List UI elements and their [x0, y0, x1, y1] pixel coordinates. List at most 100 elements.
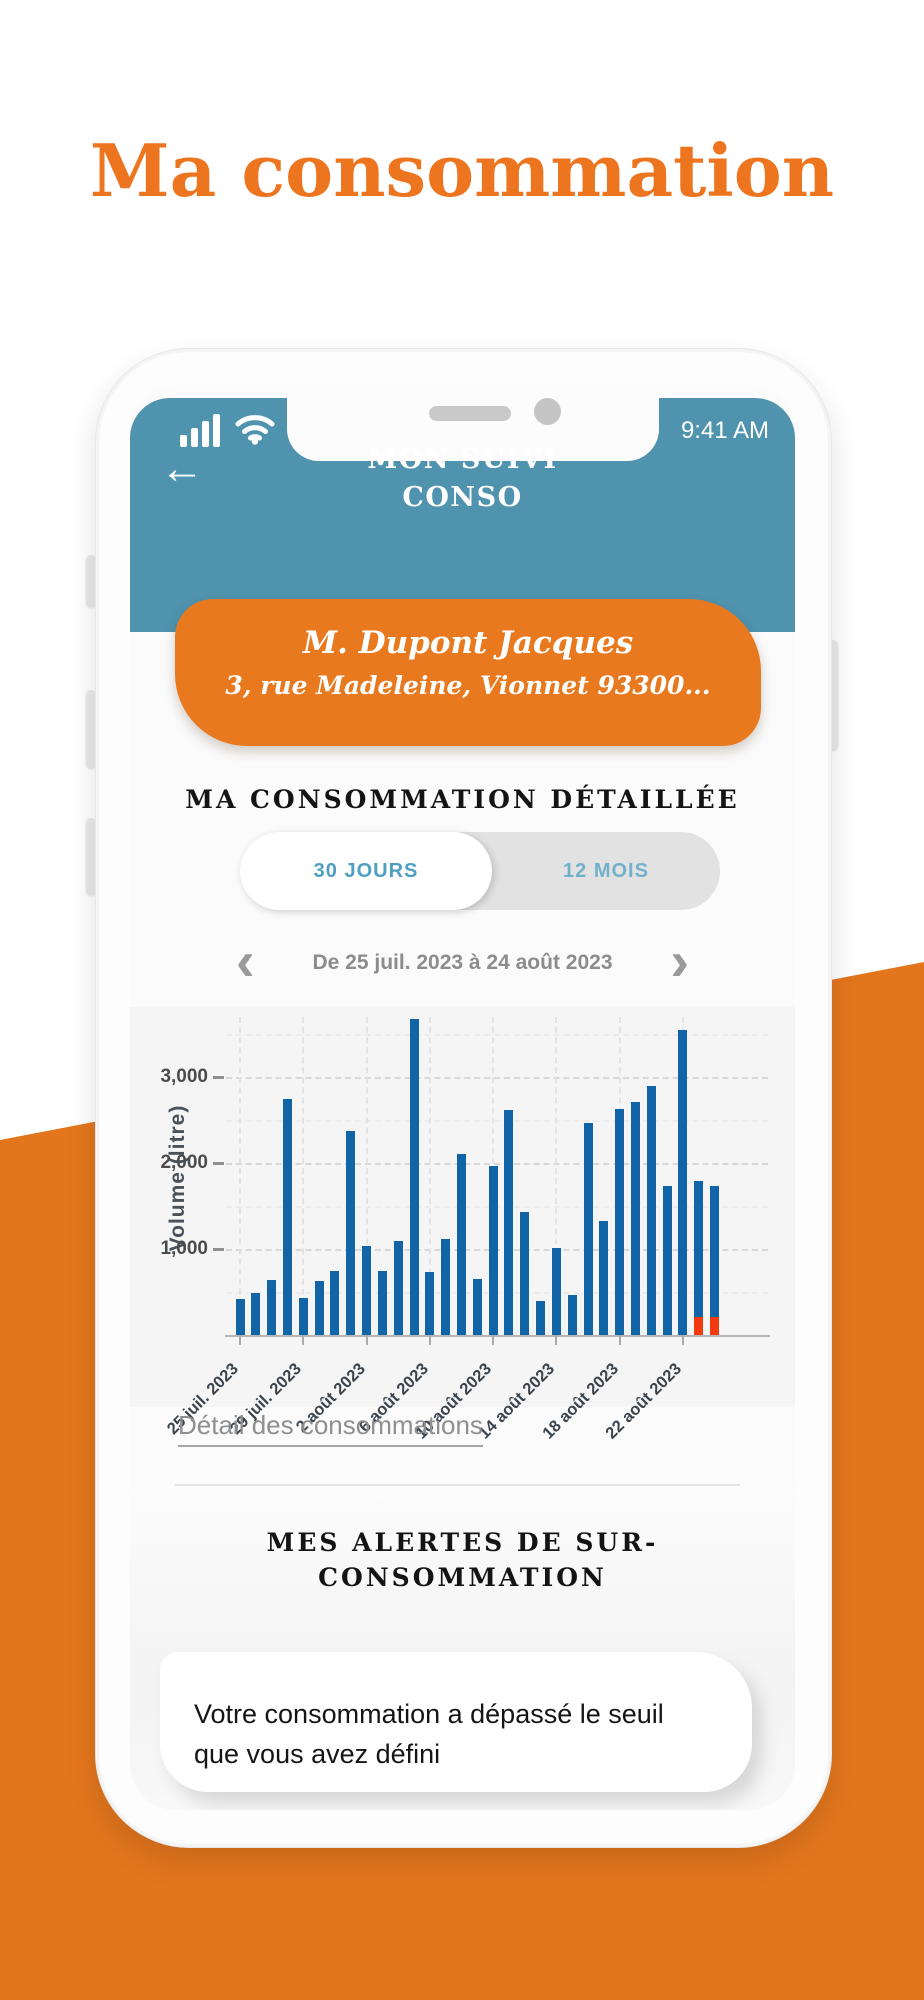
consumption-bar[interactable] — [599, 1220, 609, 1335]
consumption-bar[interactable] — [710, 1186, 720, 1335]
consumption-detail-link[interactable]: Détail des consommations — [178, 1410, 483, 1447]
consumption-bar[interactable] — [456, 1153, 466, 1335]
x-axis-line — [225, 1335, 770, 1337]
consumption-bar[interactable] — [298, 1298, 308, 1335]
screen-title: MON SUIVI CONSO — [130, 441, 795, 517]
previous-period-button[interactable]: ‹ — [236, 929, 255, 992]
consumption-bar[interactable] — [551, 1248, 561, 1335]
bar-normal-segment — [678, 1029, 688, 1335]
consumption-bar[interactable] — [425, 1272, 435, 1335]
consumption-bar[interactable] — [282, 1098, 292, 1335]
consumption-bar[interactable] — [678, 1029, 688, 1335]
bar-normal-segment — [441, 1238, 451, 1335]
bar-normal-segment — [599, 1220, 609, 1335]
bar-normal-segment — [346, 1131, 356, 1335]
bar-normal-segment — [631, 1101, 640, 1335]
phone-notch — [287, 385, 659, 461]
volume-up-button — [86, 690, 96, 768]
bar-normal-segment — [488, 1166, 498, 1335]
bar-normal-segment — [504, 1109, 514, 1335]
vertical-gridline — [555, 1017, 558, 1335]
volume-down-button — [86, 818, 96, 895]
consumption-bar[interactable] — [662, 1186, 672, 1335]
minor-gridline — [226, 1034, 768, 1036]
bar-normal-segment — [472, 1279, 482, 1335]
consumption-bar[interactable] — [409, 1019, 419, 1335]
consumption-bar[interactable] — [330, 1271, 340, 1335]
phone-screen: 9:41 AM ← MON SUIVI CONSO M. Dupont Jacq… — [130, 385, 795, 1810]
bar-normal-segment — [646, 1086, 656, 1335]
bar-normal-segment — [662, 1186, 672, 1335]
x-tick-mark — [239, 1335, 241, 1345]
consumption-bar[interactable] — [346, 1131, 356, 1335]
bar-normal-segment — [551, 1248, 561, 1335]
back-button[interactable]: ← — [160, 444, 204, 493]
bar-normal-segment — [377, 1271, 387, 1335]
consumption-bar[interactable] — [631, 1101, 640, 1335]
screen-title-line1: MON SUIVI — [367, 444, 558, 475]
consumption-bar[interactable] — [536, 1301, 546, 1335]
bar-normal-segment — [330, 1271, 340, 1335]
consumption-bar[interactable] — [646, 1086, 656, 1335]
bar-normal-segment — [520, 1212, 530, 1335]
wifi-icon — [235, 415, 275, 445]
consumption-bar[interactable] — [362, 1246, 372, 1335]
bar-normal-segment — [314, 1280, 324, 1335]
vertical-gridline — [428, 1017, 431, 1335]
section-divider — [175, 1484, 740, 1486]
alerts-heading-line2: CONSOMMATION — [318, 1563, 607, 1592]
vertical-gridline — [365, 1017, 368, 1335]
consumption-bar[interactable] — [235, 1298, 245, 1335]
major-gridline — [226, 1077, 768, 1079]
speaker-icon — [429, 406, 511, 421]
consumption-bar[interactable] — [472, 1279, 482, 1335]
bar-normal-segment — [694, 1181, 704, 1317]
bar-normal-segment — [456, 1153, 466, 1335]
bar-normal-segment — [567, 1294, 577, 1335]
alerts-heading-line1: MES ALERTES DE SUR- — [266, 1528, 659, 1557]
bar-normal-segment — [235, 1298, 245, 1335]
consumption-bar[interactable] — [583, 1122, 593, 1335]
x-tick-mark — [365, 1335, 368, 1345]
x-tick-mark — [302, 1335, 305, 1345]
consumption-bar[interactable] — [520, 1212, 530, 1335]
bar-normal-segment — [298, 1298, 308, 1335]
power-button — [828, 640, 838, 750]
y-tick-mark — [213, 1162, 224, 1165]
toggle-12-months[interactable]: 12 MOIS — [492, 832, 720, 910]
consumption-bar[interactable] — [267, 1279, 277, 1335]
x-tick-mark — [492, 1335, 495, 1345]
consumption-bar[interactable] — [377, 1271, 387, 1335]
bar-normal-segment — [282, 1098, 292, 1335]
consumption-bar[interactable] — [251, 1292, 261, 1335]
alert-message: Votre consommation a dépassé le seuil qu… — [194, 1699, 664, 1769]
bar-normal-segment — [583, 1122, 593, 1335]
toggle-30-days[interactable]: 30 JOURS — [240, 832, 492, 910]
consumption-bar[interactable] — [694, 1181, 704, 1335]
bar-alert-segment — [694, 1316, 704, 1335]
x-tick-mark — [428, 1335, 431, 1345]
period-toggle: 30 JOURS 12 MOIS — [240, 832, 720, 910]
bar-normal-segment — [393, 1241, 403, 1335]
consumption-heading: MA CONSOMMATION DÉTAILLÉE — [185, 785, 740, 814]
consumption-bar[interactable] — [488, 1166, 498, 1335]
bar-alert-segment — [710, 1316, 720, 1335]
bar-normal-segment — [425, 1272, 435, 1335]
account-card[interactable]: M. Dupont Jacques 3, rue Madeleine, Vion… — [175, 599, 761, 746]
page-title: Ma consommation — [89, 128, 835, 213]
consumption-bar[interactable] — [615, 1108, 625, 1335]
bar-normal-segment — [710, 1186, 720, 1317]
consumption-bar[interactable] — [567, 1294, 577, 1335]
consumption-bar[interactable] — [314, 1280, 324, 1335]
date-range-label: De 25 juil. 2023 à 24 août 2023 — [312, 951, 613, 974]
major-gridline — [226, 1163, 768, 1165]
consumption-bar[interactable] — [441, 1238, 451, 1335]
vertical-gridline — [239, 1017, 241, 1335]
consumption-bar[interactable] — [504, 1109, 514, 1335]
next-period-button[interactable]: › — [670, 929, 689, 992]
overconsumption-alert-card[interactable]: Votre consommation a dépassé le seuil qu… — [160, 1652, 752, 1792]
y-tick-mark — [213, 1248, 224, 1251]
bar-normal-segment — [409, 1019, 419, 1335]
consumption-bar[interactable] — [393, 1241, 403, 1335]
